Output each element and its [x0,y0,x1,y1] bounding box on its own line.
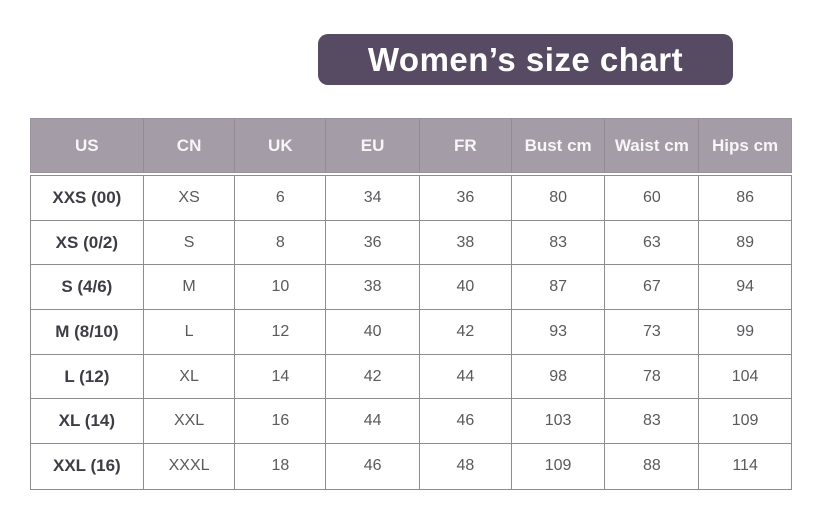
table-cell: S [143,220,236,266]
table-cell: 98 [511,354,606,400]
table-cell: 44 [326,399,420,445]
header-cell-hips-cm: Hips cm [712,135,779,155]
table-cell: L [143,310,236,355]
table-header-row: US CN UK EU FR Bust cm Waist cm Hips cm [30,118,792,173]
header-cell-eu: EU [326,119,420,172]
header-cell-uk: UK [235,119,327,172]
table-cell: XS (0/2) [31,220,144,266]
table-cell: L (12) [31,354,144,400]
table-cell: 83 [511,220,606,266]
table-cell: 63 [605,220,700,266]
table-cell: S (4/6) [31,265,144,311]
table-cell: M [143,265,236,311]
table-cell: 46 [419,399,512,445]
table-cell: 14 [235,354,327,400]
table-cell: XXL [143,399,236,445]
header-cell-bust-cm: Bust cm [512,119,606,172]
table-cell: 10 [235,265,327,311]
table-cell: 94 [699,265,791,311]
table-cell: 42 [419,310,512,355]
table-cell: XXS (00) [31,176,144,221]
table-cell: XL (14) [31,399,144,445]
table-cell: XL [143,354,236,400]
header-cell-fr: FR [420,119,512,172]
header-cell-cn: CN [144,119,236,172]
table-cell: 44 [419,354,512,400]
table-cell: 99 [699,310,791,355]
table-cell: 36 [326,220,420,266]
page-title: Women’s size chart [367,40,684,78]
table-cell: 40 [326,310,420,355]
table-cell: 18 [235,444,327,489]
table-cell: 6 [235,176,327,221]
size-table: US CN UK EU FR Bust cm Waist cm Hips cm XXS (00… [30,118,792,490]
table-cell: 67 [605,265,700,311]
table-cell: M (8/10) [31,310,144,355]
table-cell: 78 [605,354,700,400]
table-cell: 60 [605,176,700,221]
header-cell-waist-cm: Waist cm [605,119,700,172]
table-cell: 80 [511,176,606,221]
table-cell: 38 [326,265,420,311]
table-cell: XXXL [144,444,236,489]
table-cell: XXL (16) [31,444,144,489]
table-cell: 109 [699,399,791,445]
table-cell: 87 [511,265,606,311]
table-body: XXS (00) XS 6 34 36 80 60 86 XS (0/2) S 8 36 38 83 63 8… [30,175,792,490]
table-cell: 86 [699,176,791,221]
table-cell: 12 [235,310,327,355]
table-cell: 8 [235,220,327,266]
header-cell-us: US [31,119,144,172]
table-cell: 40 [419,265,512,311]
title-banner: Women’s size chart [318,34,733,85]
table-cell: 89 [699,221,791,266]
table-cell: 36 [419,176,512,221]
table-cell: 46 [326,444,420,489]
table-cell: 109 [512,444,606,489]
table-cell: 104 [699,355,791,400]
table-cell: 73 [605,310,700,355]
table-cell: XS [143,176,236,221]
table-cell: 48 [420,444,512,489]
table-cell: 42 [326,354,420,400]
table-cell: 83 [605,399,700,445]
table-cell: 114 [732,457,758,475]
table-cell: 93 [511,310,606,355]
table-cell: 88 [605,444,700,489]
table-cell: 16 [235,399,327,445]
table-cell: 34 [326,176,420,221]
table-cell: 38 [419,220,512,266]
table-cell: 103 [511,399,606,445]
